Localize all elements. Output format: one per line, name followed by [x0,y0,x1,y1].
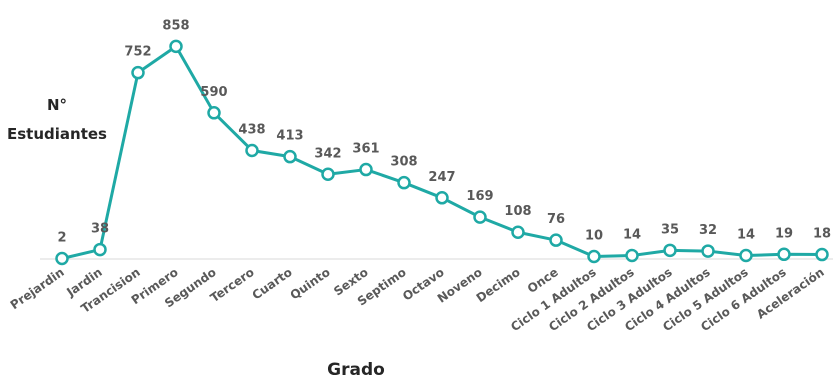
data-point [587,249,601,264]
data-point [625,248,639,263]
data-point [739,248,753,263]
data-point [207,106,221,120]
x-tick-label: Tercero [208,265,257,305]
data-point [511,225,525,239]
data-labels: 2 38 752 858 590 438 413 342 361 308 247 169 108 76 10… [57,18,831,245]
data-point [55,251,69,266]
x-axis-title: Grado [327,360,385,380]
data-label: 32 [699,223,717,238]
data-label: 2 [57,231,66,246]
data-label: 14 [737,228,755,243]
data-label: 438 [238,122,265,137]
data-point [777,247,791,262]
data-label: 308 [390,155,417,170]
data-point [359,162,373,177]
x-tick-label: Aceleración [754,265,827,322]
data-label: 18 [813,227,831,242]
data-label: 342 [314,146,341,161]
data-point [435,191,449,205]
data-point [663,243,677,258]
data-label: 361 [352,142,379,157]
data-label: 108 [504,204,531,219]
x-tick-label: Prejardin [8,265,67,312]
data-label: 76 [547,212,565,227]
x-tick-label: Quinto [288,265,333,303]
data-point [245,143,259,158]
data-point [321,167,335,182]
data-label: 247 [428,170,455,185]
data-label: 19 [775,226,793,241]
data-label: 10 [585,229,603,244]
data-label: 38 [91,222,109,237]
data-points [55,39,829,266]
data-point [397,175,411,190]
data-point [701,244,715,258]
data-label: 752 [124,45,151,60]
data-point [169,39,183,54]
x-tick-labels: PrejardinJardinTrancisionPrimeroSegundoT… [8,265,827,334]
y-axis-title-line-2: Estudiantes [7,125,107,143]
x-tick-label: Decimo [474,265,523,305]
data-point [131,65,145,80]
data-point [93,242,107,257]
data-label: 590 [200,85,227,100]
data-point [283,149,297,164]
data-point [815,247,829,262]
x-tick-label: Cuarto [250,265,295,302]
data-point [549,233,563,247]
data-label: 14 [623,228,641,243]
data-label: 413 [276,129,303,144]
data-label: 858 [162,18,189,33]
data-label: 169 [466,189,493,204]
data-point [473,210,487,224]
y-axis-title-line-1: N° [47,96,67,114]
data-label: 35 [661,222,679,237]
